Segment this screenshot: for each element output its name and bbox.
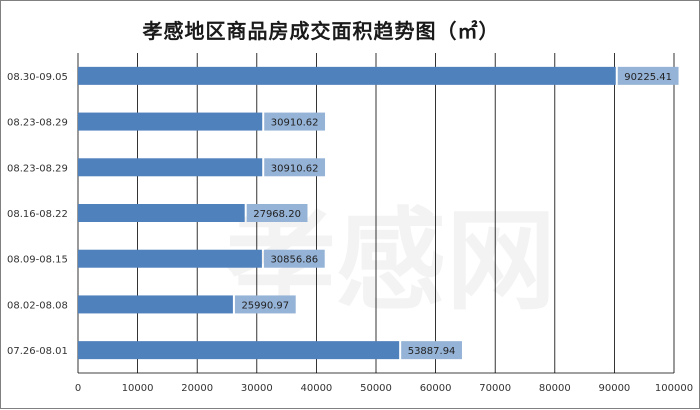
category-label: 08.16-08.22 <box>7 209 68 220</box>
category-label: 08.23-08.29 <box>7 118 68 129</box>
chart-title: 孝感地区商品房成交面积趋势图（㎡） <box>142 19 500 43</box>
data-label-box <box>264 112 326 131</box>
data-label: 30910.62 <box>271 163 319 174</box>
bar <box>78 158 263 177</box>
data-label: 25990.97 <box>241 300 289 311</box>
x-tick-label: 10000 <box>122 383 154 394</box>
data-label-box <box>246 204 308 222</box>
x-tick-label: 90000 <box>598 383 630 394</box>
category-label: 08.02-08.08 <box>7 300 68 311</box>
data-label-box <box>234 295 296 314</box>
data-label-box <box>617 66 679 85</box>
bar <box>78 249 262 268</box>
bar <box>78 204 245 222</box>
x-tick-label: 60000 <box>420 383 452 394</box>
data-label: 53887.94 <box>408 346 456 357</box>
bar <box>78 66 616 85</box>
x-tick-label: 100000 <box>655 383 693 394</box>
x-tick-label: 0 <box>75 383 81 394</box>
data-label: 30856.86 <box>270 255 318 266</box>
bar <box>78 112 263 131</box>
x-tick-label: 50000 <box>360 383 392 394</box>
data-label-box <box>264 158 326 177</box>
category-label: 08.30-09.05 <box>7 72 68 83</box>
x-tick-label: 40000 <box>300 383 332 394</box>
category-label: 08.23-08.29 <box>7 163 68 174</box>
x-tick-label: 30000 <box>241 383 273 394</box>
data-label: 90225.41 <box>624 72 672 83</box>
x-tick-label: 70000 <box>479 383 511 394</box>
bar <box>78 295 233 314</box>
x-tick-label: 80000 <box>539 383 571 394</box>
data-label-box <box>263 249 325 268</box>
bar <box>78 341 400 360</box>
data-label: 27968.20 <box>253 209 301 220</box>
data-label: 30910.62 <box>271 118 319 129</box>
category-label: 07.26-08.01 <box>7 346 68 357</box>
data-label-box <box>401 341 462 360</box>
x-tick-label: 20000 <box>181 383 213 394</box>
category-label: 08.09-08.15 <box>7 255 68 266</box>
